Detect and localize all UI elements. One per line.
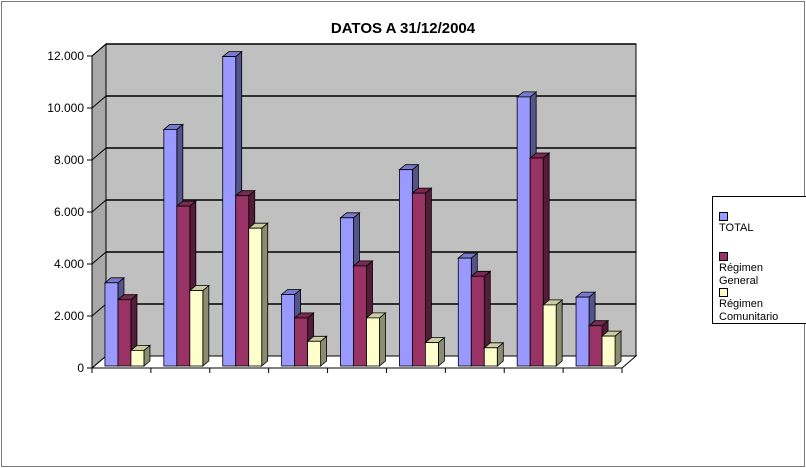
y-tick-label: 10.000 (47, 101, 84, 115)
y-tick-label: 12.000 (47, 49, 84, 63)
bar-r-gimen-comunitario-1 (130, 349, 145, 367)
legend-item-total: TOTAL (719, 209, 806, 235)
legend: TOTAL Régimen General Régimen Comunitari… (712, 196, 806, 324)
bar-r-gimen-comunitario-7 (483, 347, 498, 367)
y-tick-label: 2.000 (54, 309, 84, 323)
bar-r-gimen-comunitario-2-side (202, 284, 210, 367)
bar-r-gimen-general-1 (117, 299, 132, 367)
bar-total-5 (340, 217, 354, 367)
bar-r-gimen-general-4 (294, 317, 309, 367)
y-tick-label: 4.000 (54, 257, 84, 271)
bar-total-8 (516, 96, 531, 367)
bar-r-gimen-comunitario-8-side (555, 299, 563, 367)
bar-r-gimen-comunitario-8 (542, 304, 557, 367)
legend-swatch-regimen-general (719, 252, 728, 261)
bar-r-gimen-general-5 (353, 265, 367, 367)
bar-r-gimen-general-6 (411, 192, 426, 367)
bar-total-1 (104, 282, 119, 367)
grid-line-side (91, 303, 107, 317)
bar-total-2 (163, 128, 178, 367)
bar-r-gimen-comunitario-9 (601, 335, 616, 367)
bar-r-gimen-comunitario-3 (248, 227, 263, 367)
bar-r-gimen-general-9 (588, 325, 603, 367)
legend-swatch-total (719, 212, 728, 221)
bar-total-6 (398, 169, 413, 367)
bar-r-gimen-general-8 (529, 157, 544, 367)
bar-r-gimen-comunitario-6 (424, 342, 439, 367)
grid-line-side (91, 43, 107, 57)
y-tick-label: 8.000 (54, 153, 84, 167)
legend-label-total: TOTAL (719, 222, 754, 234)
bar-total-3 (222, 56, 237, 367)
legend-label-regimen-comunitario: Régimen Comunitario (719, 298, 779, 323)
bar-r-gimen-general-7 (470, 275, 485, 367)
legend-label-regimen-general: Régimen General (719, 262, 764, 287)
bar-r-gimen-comunitario-9-side (614, 330, 622, 367)
legend-swatch-regimen-comunitario (719, 288, 728, 297)
bar-r-gimen-comunitario-5-side (379, 312, 386, 367)
grid-line-side (91, 147, 107, 161)
bar-r-gimen-general-3 (235, 195, 250, 367)
bar-r-gimen-general-2 (176, 205, 191, 367)
legend-item-regimen-general: Régimen General (719, 249, 806, 288)
y-tick-label: 6.000 (54, 205, 84, 219)
bar-r-gimen-comunitario-3-side (261, 222, 269, 367)
grid-line-side (91, 251, 107, 265)
bar-r-gimen-comunitario-2 (189, 290, 204, 367)
y-tick-label: 0 (77, 361, 84, 375)
grid-line-side (91, 199, 107, 213)
bar-r-gimen-comunitario-5 (366, 317, 380, 367)
chart-title: DATOS A 31/12/2004 (330, 20, 476, 37)
bar-r-gimen-comunitario-4 (307, 340, 322, 367)
grid-line-side (91, 95, 107, 109)
legend-item-regimen-comunitario: Régimen Comunitario (719, 285, 806, 324)
bar-total-7 (457, 257, 472, 367)
bar-total-4 (281, 294, 296, 367)
bar-total-9 (575, 296, 590, 367)
